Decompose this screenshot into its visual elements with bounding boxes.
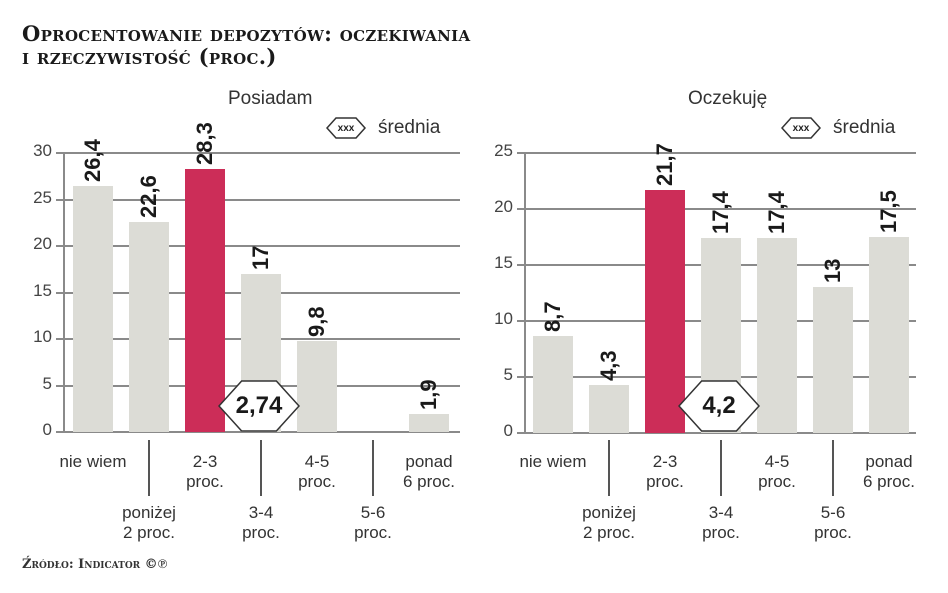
x-axis-label: 3-4 proc. [242, 503, 280, 542]
average-badge-icon: xxx [325, 117, 367, 139]
y-tick-label: 15 [33, 280, 52, 300]
bar [869, 237, 909, 433]
value-label: 17,4 [764, 191, 789, 235]
average-badge: 4,2 [677, 380, 761, 432]
x-axis-separator [260, 440, 262, 496]
gridline [517, 208, 916, 210]
y-tick-label: 5 [503, 365, 513, 384]
y-tick-label: 0 [42, 420, 52, 439]
x-axis-label: ponad 6 proc. [403, 452, 455, 491]
average-badge-icon: xxx [780, 117, 822, 139]
bar [409, 414, 449, 432]
legend: xxx średnia [325, 117, 441, 139]
x-axis-separator [608, 440, 610, 496]
value-label: 1,9 [416, 379, 441, 411]
gridline [517, 432, 916, 434]
y-axis [63, 153, 65, 432]
gridline [517, 152, 916, 154]
gridline [56, 245, 460, 247]
x-axis-label: poniżej 2 proc. [122, 503, 176, 542]
x-axis-separator [720, 440, 722, 496]
x-axis-separator [148, 440, 150, 496]
y-tick-label: 25 [33, 187, 52, 207]
bar [185, 168, 225, 432]
value-label: 17,5 [876, 190, 901, 233]
x-axis-label: 2-3 proc. [646, 452, 684, 491]
title-line-2: i rzeczywistość (proc.) [22, 44, 277, 69]
x-axis-separator [832, 440, 834, 496]
value-label: 17 [248, 245, 273, 270]
average-value: 4,2 [702, 392, 736, 419]
bar [533, 335, 573, 433]
legend-label: średnia [833, 117, 896, 138]
average-badge: 2,74 [217, 380, 301, 432]
legend-badge-text: xxx [337, 122, 355, 134]
value-label: 28,3 [192, 121, 217, 165]
source-note: Źródło: Indicator ©℗ [22, 557, 168, 572]
y-tick-label: 10 [33, 327, 52, 346]
bar [757, 238, 797, 433]
gridline [56, 198, 460, 201]
average-value: 2,74 [235, 392, 283, 419]
chart-subtitle: Posiadam [228, 88, 313, 109]
x-axis-label: poniżej 2 proc. [582, 503, 636, 542]
x-axis-label: 2-3 proc. [186, 452, 224, 491]
x-axis-label: 3-4 proc. [702, 503, 740, 542]
legend-badge-text: xxx [792, 122, 810, 134]
y-tick-label: 20 [33, 234, 52, 253]
value-label: 9,8 [304, 306, 329, 337]
value-label: 8,7 [540, 300, 565, 332]
value-label: 22,6 [136, 174, 161, 218]
x-axis-label: 5-6 proc. [814, 503, 852, 542]
value-label: 4,3 [596, 350, 621, 381]
value-label: 26,4 [80, 139, 105, 183]
y-tick-label: 30 [33, 141, 52, 160]
y-tick-label: 5 [42, 373, 52, 393]
y-tick-label: 25 [494, 141, 513, 160]
x-axis-label: ponad 6 proc. [863, 452, 915, 491]
gridline [56, 152, 460, 154]
gridline [56, 431, 460, 433]
bar [73, 186, 113, 432]
value-label: 21,7 [652, 143, 677, 186]
title-line-1: Oprocentowanie depozytów: oczekiwania [22, 21, 471, 46]
x-axis-separator [372, 440, 374, 496]
bar [589, 384, 629, 433]
legend-label: średnia [378, 117, 441, 138]
y-tick-label: 20 [494, 197, 513, 216]
x-axis-label: 4-5 proc. [758, 452, 796, 491]
x-axis-label: 5-6 proc. [354, 503, 392, 542]
legend: xxx średnia [780, 117, 896, 139]
bar [813, 287, 853, 433]
y-axis [524, 153, 526, 433]
bar [297, 340, 337, 432]
value-label: 17,4 [708, 191, 733, 235]
x-axis-label: nie wiem [59, 452, 127, 471]
y-tick-label: 0 [503, 421, 513, 440]
x-axis-label: nie wiem [519, 452, 587, 471]
y-tick-label: 10 [494, 309, 513, 328]
chart-title: Oprocentowanie depozytów: oczekiwania i … [22, 22, 470, 68]
bar [129, 221, 169, 432]
bar [645, 189, 685, 433]
y-tick-label: 15 [494, 253, 513, 272]
chart-subtitle: Oczekuję [688, 88, 768, 109]
x-axis-label: 4-5 proc. [298, 452, 336, 491]
value-label: 13 [820, 258, 845, 284]
